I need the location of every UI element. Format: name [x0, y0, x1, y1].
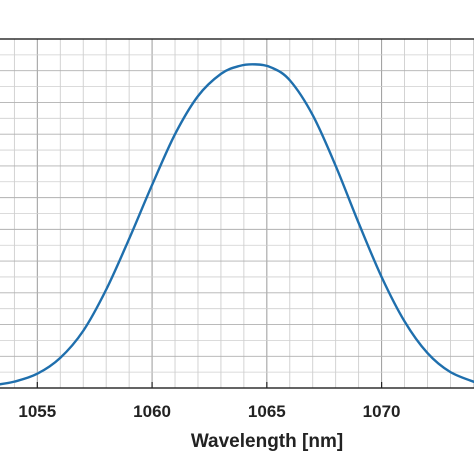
x-axis-ticks: 1055 1060 1065 1070 — [18, 382, 401, 421]
x-axis-title: Wavelength [nm] — [191, 431, 343, 452]
spectrum-line — [0, 63, 474, 386]
x-tick-label: 1060 — [133, 402, 171, 421]
series-layer — [0, 63, 474, 386]
plot-frame — [0, 38, 474, 389]
x-tick-label: 1055 — [18, 402, 56, 421]
x-tick-label: 1070 — [363, 402, 401, 421]
grid — [0, 39, 474, 388]
x-tick-label: 1065 — [248, 402, 286, 421]
